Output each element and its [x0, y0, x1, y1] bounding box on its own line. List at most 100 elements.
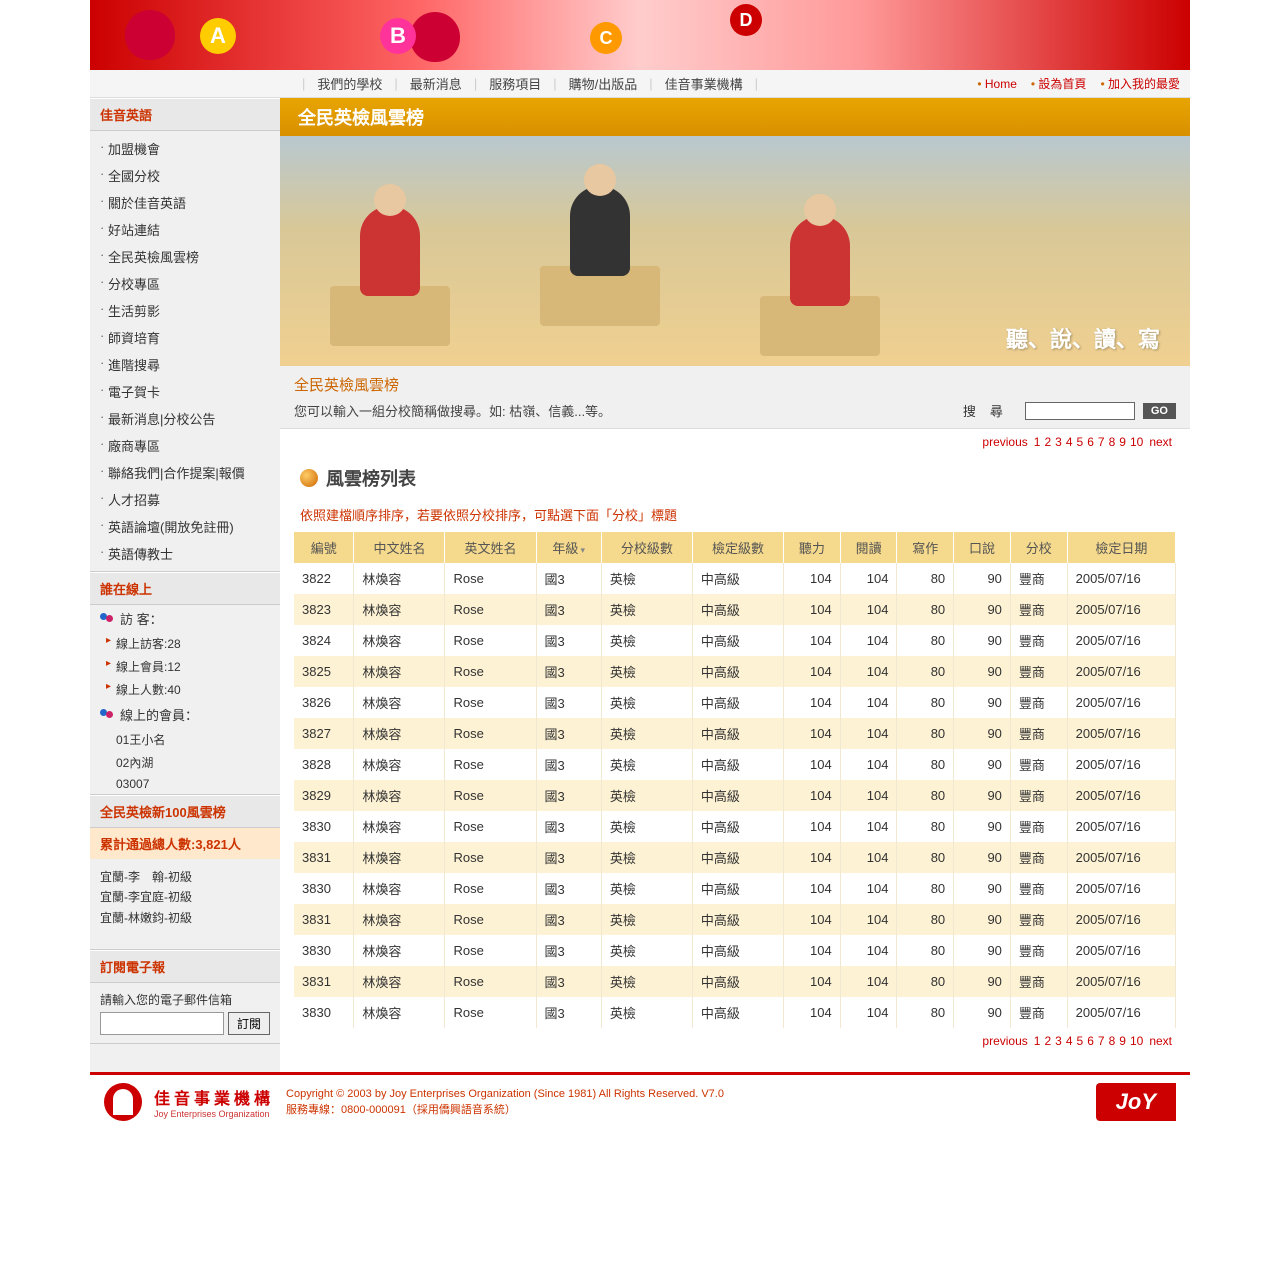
- table-header[interactable]: 分校級數: [601, 532, 692, 563]
- table-cell: 英檢: [601, 935, 692, 966]
- pager-link[interactable]: 10: [1130, 435, 1143, 449]
- table-cell: 2005/07/16: [1067, 687, 1175, 718]
- table-header[interactable]: 檢定級數: [692, 532, 783, 563]
- pager-link[interactable]: 6: [1087, 435, 1094, 449]
- online-stat: 線上人數:40: [90, 678, 280, 701]
- table-cell: Rose: [445, 594, 536, 625]
- sidebar-item[interactable]: 英語論壇(開放免註冊): [90, 513, 280, 540]
- table-header[interactable]: 聽力: [783, 532, 840, 563]
- nav-link[interactable]: 最新消息: [410, 74, 462, 93]
- nav-utility-link[interactable]: Home: [977, 77, 1017, 91]
- pager-link[interactable]: 3: [1055, 1034, 1062, 1048]
- pager-link[interactable]: 8: [1109, 435, 1116, 449]
- sidebar-item[interactable]: 聯絡我們|合作提案|報價: [90, 459, 280, 486]
- pager-link[interactable]: 5: [1077, 1034, 1084, 1048]
- pager-link[interactable]: 9: [1119, 1034, 1126, 1048]
- table-cell: 2005/07/16: [1067, 780, 1175, 811]
- sidebar-item[interactable]: 廠商專區: [90, 432, 280, 459]
- table-cell: Rose: [445, 749, 536, 780]
- sidebar-item[interactable]: 生活剪影: [90, 297, 280, 324]
- pager-link[interactable]: 8: [1109, 1034, 1116, 1048]
- sidebar-item[interactable]: 好站連結: [90, 216, 280, 243]
- sidebar-item[interactable]: 人才招募: [90, 486, 280, 513]
- pager-link[interactable]: 3: [1055, 435, 1062, 449]
- sidebar-item[interactable]: 電子賀卡: [90, 378, 280, 405]
- sidebar-item[interactable]: 英語傳教士: [90, 540, 280, 567]
- table-cell: 104: [783, 625, 840, 656]
- table-header[interactable]: 分校: [1010, 532, 1067, 563]
- table-cell: 英檢: [601, 594, 692, 625]
- member-label: 線上的會員：: [120, 705, 198, 724]
- subscribe-button[interactable]: 訂閱: [228, 1012, 270, 1035]
- table-header[interactable]: 檢定日期: [1067, 532, 1175, 563]
- table-row: 3825林煥容Rose國3英檢中高級1041048090豐商2005/07/16: [294, 656, 1176, 687]
- table-cell: 80: [897, 904, 954, 935]
- pager-link[interactable]: 6: [1087, 1034, 1094, 1048]
- pager-link[interactable]: 4: [1066, 435, 1073, 449]
- table-cell: 中高級: [692, 811, 783, 842]
- table-row: 3829林煥容Rose國3英檢中高級1041048090豐商2005/07/16: [294, 780, 1176, 811]
- search-input[interactable]: [1025, 402, 1135, 420]
- table-cell: 104: [783, 966, 840, 997]
- pager-link[interactable]: 7: [1098, 435, 1105, 449]
- table-cell: 3827: [294, 718, 354, 749]
- nav-link[interactable]: 佳音事業機構: [665, 74, 743, 93]
- table-header[interactable]: 寫作: [897, 532, 954, 563]
- people-icon: [100, 709, 116, 721]
- nav-link[interactable]: 購物/出版品: [569, 74, 638, 93]
- pager-link[interactable]: 2: [1044, 435, 1051, 449]
- pager-link[interactable]: 5: [1077, 435, 1084, 449]
- table-cell: 國3: [536, 594, 601, 625]
- pager-link[interactable]: 2: [1044, 1034, 1051, 1048]
- table-cell: 中高級: [692, 780, 783, 811]
- table-header[interactable]: 口說: [954, 532, 1011, 563]
- sidebar-item[interactable]: 全民英檢風雲榜: [90, 243, 280, 270]
- pager-link[interactable]: previous: [982, 1034, 1027, 1048]
- table-cell: 104: [783, 563, 840, 594]
- online-stat: 線上訪客:28: [90, 632, 280, 655]
- table-cell: 林煥容: [354, 811, 445, 842]
- table-header[interactable]: 中文姓名: [354, 532, 445, 563]
- table-header[interactable]: 英文姓名: [445, 532, 536, 563]
- table-header[interactable]: 年級: [536, 532, 601, 563]
- nav-link[interactable]: 我們的學校: [317, 74, 382, 93]
- sidebar-item[interactable]: 進階搜尋: [90, 351, 280, 378]
- pager-link[interactable]: previous: [982, 435, 1027, 449]
- sidebar-item[interactable]: 分校專區: [90, 270, 280, 297]
- table-cell: Rose: [445, 563, 536, 594]
- table-header[interactable]: 閱讀: [840, 532, 897, 563]
- pager-link[interactable]: 1: [1034, 1034, 1041, 1048]
- search-go-button[interactable]: GO: [1143, 403, 1176, 419]
- sidebar-item[interactable]: 全國分校: [90, 162, 280, 189]
- footer: 佳音事業機構 Joy Enterprises Organization Copy…: [90, 1072, 1190, 1129]
- pager-link[interactable]: 1: [1034, 435, 1041, 449]
- pager-link[interactable]: 10: [1130, 1034, 1143, 1048]
- nav-utility-link[interactable]: 加入我的最愛: [1100, 75, 1180, 92]
- table-cell: 104: [783, 749, 840, 780]
- sidebar-item[interactable]: 關於佳音英語: [90, 189, 280, 216]
- pager-link[interactable]: next: [1149, 435, 1172, 449]
- table-cell: 80: [897, 780, 954, 811]
- table-row: 3822林煥容Rose國3英檢中高級1041048090豐商2005/07/16: [294, 563, 1176, 594]
- nav-link[interactable]: 服務項目: [489, 74, 541, 93]
- table-cell: 中高級: [692, 656, 783, 687]
- sidebar-item[interactable]: 加盟機會: [90, 135, 280, 162]
- pager-link[interactable]: 9: [1119, 435, 1126, 449]
- sidebar-item[interactable]: 最新消息|分校公告: [90, 405, 280, 432]
- table-cell: 90: [954, 625, 1011, 656]
- table-cell: Rose: [445, 966, 536, 997]
- nav-utility-link[interactable]: 設為首頁: [1031, 75, 1087, 92]
- table-cell: 中高級: [692, 749, 783, 780]
- pager-link[interactable]: 7: [1098, 1034, 1105, 1048]
- table-cell: 國3: [536, 749, 601, 780]
- sidebar-item[interactable]: 師資培育: [90, 324, 280, 351]
- pager-link[interactable]: next: [1149, 1034, 1172, 1048]
- table-cell: 2005/07/16: [1067, 935, 1175, 966]
- subscribe-email-input[interactable]: [100, 1012, 224, 1035]
- table-cell: 英檢: [601, 687, 692, 718]
- table-cell: 2005/07/16: [1067, 997, 1175, 1028]
- table-row: 3830林煥容Rose國3英檢中高級1041048090豐商2005/07/16: [294, 997, 1176, 1028]
- table-cell: 104: [783, 997, 840, 1028]
- table-header[interactable]: 編號: [294, 532, 354, 563]
- pager-link[interactable]: 4: [1066, 1034, 1073, 1048]
